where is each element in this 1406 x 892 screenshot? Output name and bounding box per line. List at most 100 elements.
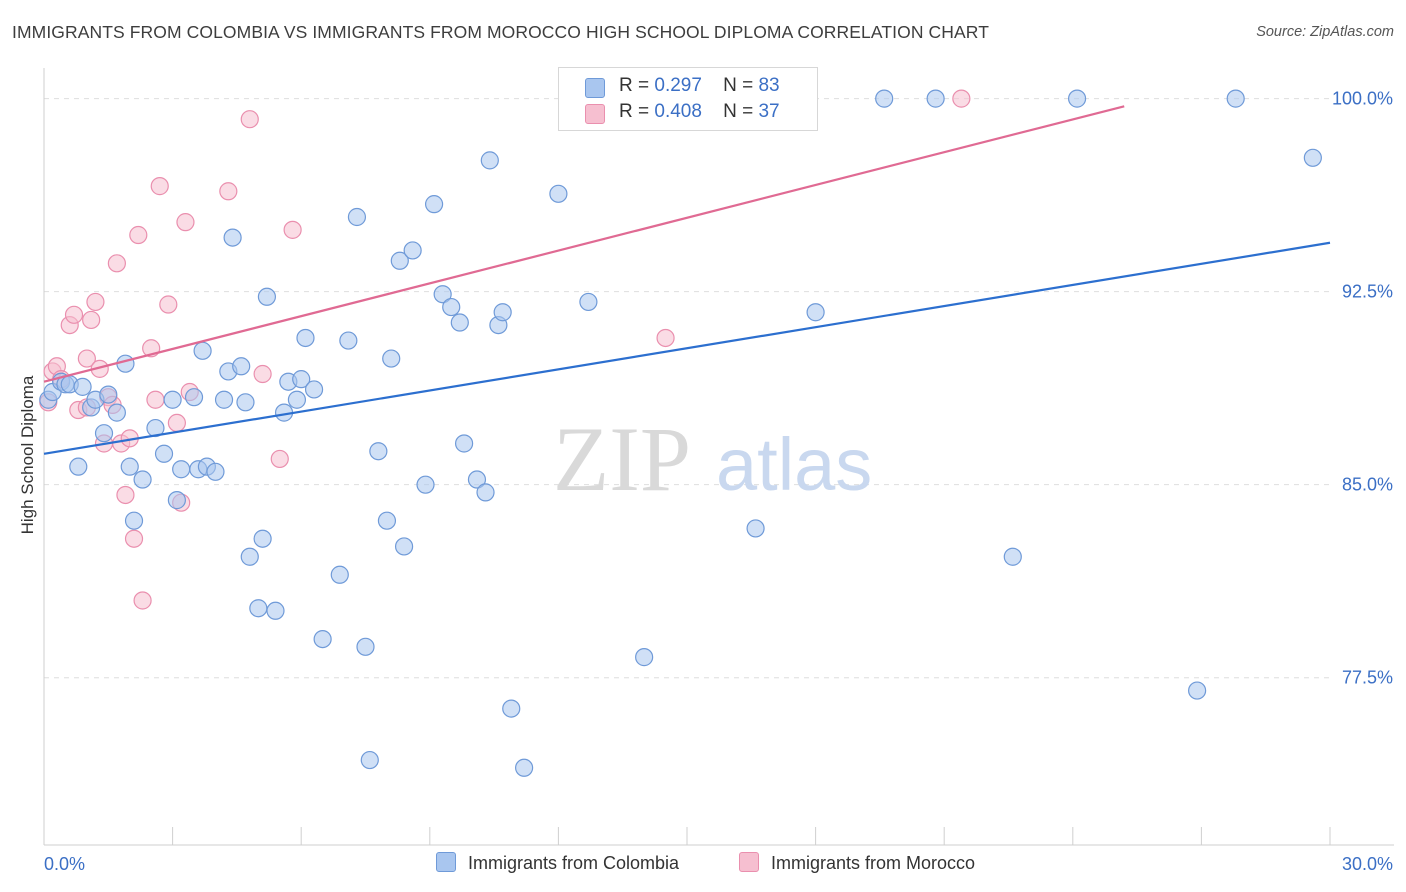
colombia-point	[926, 89, 945, 108]
x-tick-label: 30.0%	[1342, 854, 1393, 874]
morocco-point	[146, 390, 165, 409]
colombia-point	[416, 475, 435, 494]
source-label: Source: ZipAtlas.com	[1256, 24, 1394, 40]
colombia-r-label: R =	[619, 75, 650, 96]
y-tick-label: 77.5%	[1342, 668, 1393, 688]
watermark-atlas: atlas	[716, 423, 872, 506]
colombia-point	[549, 184, 568, 203]
colombia-point	[450, 313, 469, 332]
colombia-point	[1226, 89, 1245, 108]
morocco-legend-swatch	[739, 852, 759, 872]
colombia-point	[467, 470, 487, 489]
colombia-point	[382, 349, 401, 368]
colombia-point	[579, 292, 598, 312]
y-tick-label: 85.0%	[1342, 475, 1393, 495]
colombia-point	[493, 303, 512, 322]
colombia-point	[304, 380, 324, 399]
morocco-series	[39, 89, 971, 610]
colombia-point	[746, 519, 765, 538]
morocco-point	[176, 213, 195, 232]
colombia-swatch	[585, 78, 605, 98]
colombia-point	[73, 377, 92, 396]
colombia-point	[390, 251, 409, 270]
chart-title: IMMIGRANTS FROM COLOMBIA VS IMMIGRANTS F…	[12, 22, 989, 42]
colombia-r-value: 0.297	[654, 75, 702, 96]
colombia-point	[232, 357, 251, 376]
colombia-point	[403, 241, 422, 260]
colombia-point	[184, 388, 204, 407]
colombia-point	[635, 648, 654, 667]
colombia-point	[313, 629, 332, 649]
x-tick-label: 0.0%	[44, 854, 85, 874]
morocco-point	[240, 110, 259, 129]
morocco-point	[952, 89, 971, 108]
colombia-point	[124, 511, 144, 530]
colombia-point	[99, 385, 118, 404]
colombia-point	[356, 637, 375, 656]
colombia-point	[223, 228, 242, 247]
morocco-point	[129, 225, 148, 245]
axes	[43, 68, 1394, 846]
colombia-point	[480, 151, 499, 170]
morocco-point	[64, 305, 84, 324]
colombia-point	[107, 403, 126, 422]
colombia-trendline	[43, 241, 1331, 455]
colombia-point	[133, 470, 152, 489]
colombia-point	[476, 483, 495, 502]
colombia-point	[394, 537, 414, 556]
morocco-point	[77, 349, 96, 368]
colombia-point	[69, 457, 88, 476]
morocco-r-value: 0.408	[654, 101, 702, 122]
morocco-point	[283, 220, 302, 239]
colombia-point	[339, 331, 358, 350]
colombia-point	[253, 529, 272, 548]
colombia-point	[515, 758, 534, 777]
morocco-swatch	[585, 104, 605, 124]
colombia-point	[167, 491, 186, 510]
colombia-n-label: N =	[723, 75, 754, 96]
morocco-point	[270, 449, 289, 469]
morocco-point	[133, 591, 152, 610]
colombia-point	[94, 424, 114, 443]
morocco-point	[656, 328, 675, 348]
watermark-zip: ZIP	[553, 408, 691, 510]
morocco-point	[253, 364, 272, 384]
morocco-point	[150, 177, 169, 196]
colombia-point	[292, 370, 311, 389]
morocco-point	[86, 292, 105, 312]
colombia-point	[875, 89, 894, 108]
correlation-legend: R = 0.297 N = 83 R = 0.408 N = 37	[558, 67, 818, 131]
colombia-point	[154, 444, 174, 463]
morocco-n-label: N =	[723, 101, 754, 122]
morocco-point	[82, 310, 101, 330]
morocco-point	[116, 485, 135, 505]
colombia-point	[454, 434, 474, 453]
trendlines	[43, 105, 1331, 455]
morocco-r-label: R =	[619, 101, 650, 122]
bottom-legend-colombia: Immigrants from Colombia	[436, 852, 679, 874]
colombia-point	[1067, 89, 1087, 108]
colombia-point	[377, 511, 397, 530]
morocco-point	[159, 295, 178, 314]
colombia-point	[257, 287, 277, 306]
morocco-point	[219, 182, 238, 201]
colombia-point	[424, 195, 444, 214]
y-tick-label: 100.0%	[1332, 89, 1393, 109]
colombia-point	[193, 341, 212, 360]
colombia-point	[433, 285, 452, 304]
colombia-point	[120, 457, 139, 476]
colombia-point	[249, 599, 268, 618]
colombia-legend-label: Immigrants from Colombia	[468, 853, 680, 873]
colombia-point	[369, 442, 388, 461]
colombia-series	[39, 89, 1322, 777]
morocco-trendline	[43, 105, 1125, 383]
gridlines	[44, 98, 1330, 679]
colombia-point	[163, 390, 182, 409]
colombia-point	[266, 601, 285, 620]
y-axis-label: High School Diploma	[18, 375, 37, 535]
colombia-point	[347, 207, 367, 227]
bottom-legend-morocco: Immigrants from Morocco	[739, 852, 975, 874]
tick-labels: 100.0% 92.5% 85.0% 77.5% 0.0% 30.0%	[44, 89, 1393, 874]
colombia-n-value: 83	[758, 75, 780, 96]
